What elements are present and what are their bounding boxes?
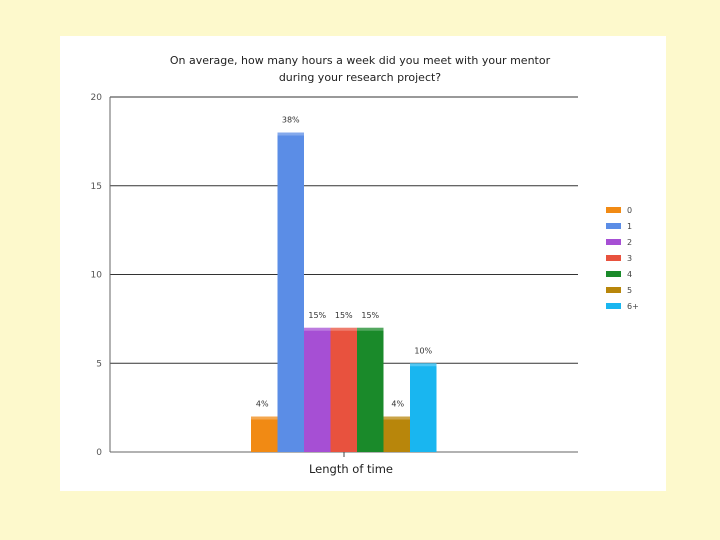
bar-highlight-5 (383, 416, 410, 420)
data-label-1: 38% (282, 116, 300, 125)
bar-5 (383, 416, 410, 452)
y-tick-label-15: 15 (91, 182, 102, 192)
gridlines (109, 96, 578, 453)
legend-swatch-0 (606, 207, 621, 213)
bar-2 (304, 327, 331, 452)
legend-swatch-1 (606, 223, 621, 229)
legend-label-2: 2 (627, 238, 632, 247)
bar-highlight-0 (251, 416, 278, 420)
bar-4 (357, 327, 384, 452)
bar-0 (251, 416, 278, 452)
data-label-0: 4% (256, 400, 269, 409)
bar-highlight-4 (357, 327, 384, 331)
legend-swatch-4 (606, 271, 621, 277)
y-tick-label-0: 0 (96, 448, 102, 458)
data-label-2: 15% (308, 311, 326, 320)
data-label-5: 4% (391, 400, 404, 409)
y-tick-label-5: 5 (96, 359, 102, 369)
x-axis-label: Length of time (309, 462, 393, 476)
bar-highlight-1 (277, 132, 304, 136)
chart-panel: On average, how many hours a week did yo… (60, 36, 666, 491)
bar-highlight-6+ (410, 363, 437, 367)
data-labels: 4% 38% 15% 15% 15% 4% 10% (256, 116, 433, 409)
bar-chart: On average, how many hours a week did yo… (91, 54, 639, 476)
y-tick-label-10: 10 (91, 271, 103, 281)
bar-6+ (410, 363, 437, 452)
legend-swatch-3 (606, 255, 621, 261)
bar-3 (330, 327, 357, 452)
chart-title-line-2: during your research project? (279, 71, 441, 84)
bar-1 (277, 132, 304, 452)
data-label-4: 15% (361, 311, 379, 320)
chart-title-line-1: On average, how many hours a week did yo… (170, 54, 551, 67)
legend-label-3: 3 (627, 254, 632, 263)
legend-label-0: 0 (627, 206, 632, 215)
legend-label-6+: 6+ (627, 302, 639, 311)
bar-highlight-3 (330, 327, 357, 331)
legend-swatch-2 (606, 239, 621, 245)
legend-label-5: 5 (627, 286, 632, 295)
y-tick-label-20: 20 (91, 93, 103, 103)
data-label-6+: 10% (414, 346, 432, 355)
legend-label-4: 4 (627, 270, 632, 279)
legend: 0 1 2 3 4 5 6+ (606, 206, 639, 311)
legend-swatch-5 (606, 287, 621, 293)
data-label-3: 15% (335, 311, 353, 320)
legend-label-1: 1 (627, 222, 632, 231)
bar-highlight-2 (304, 327, 331, 331)
y-axis-ticks: 0 5 10 15 20 (91, 93, 103, 458)
legend-swatch-6+ (606, 303, 621, 309)
bars (251, 132, 437, 452)
